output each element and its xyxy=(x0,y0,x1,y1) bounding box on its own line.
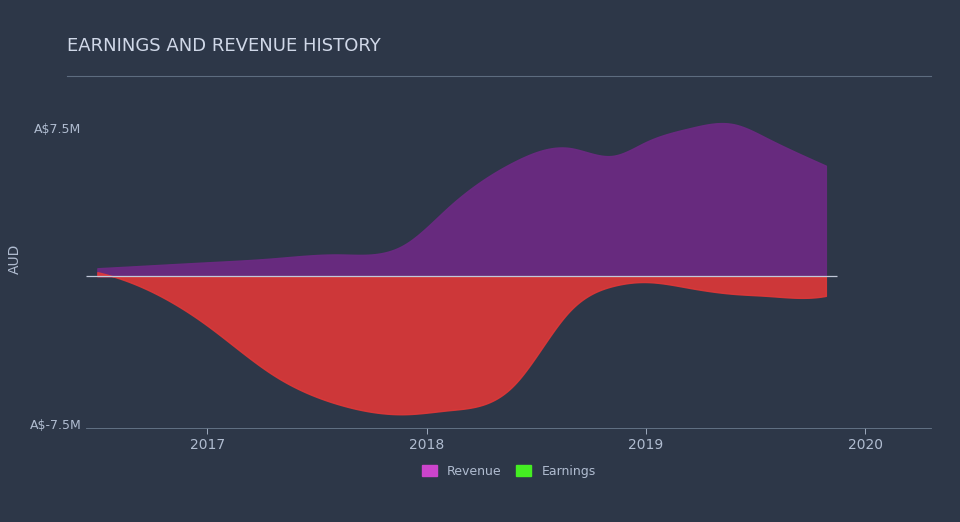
Legend: Revenue, Earnings: Revenue, Earnings xyxy=(417,460,601,483)
Text: EARNINGS AND REVENUE HISTORY: EARNINGS AND REVENUE HISTORY xyxy=(67,37,381,54)
Y-axis label: AUD: AUD xyxy=(8,243,21,274)
